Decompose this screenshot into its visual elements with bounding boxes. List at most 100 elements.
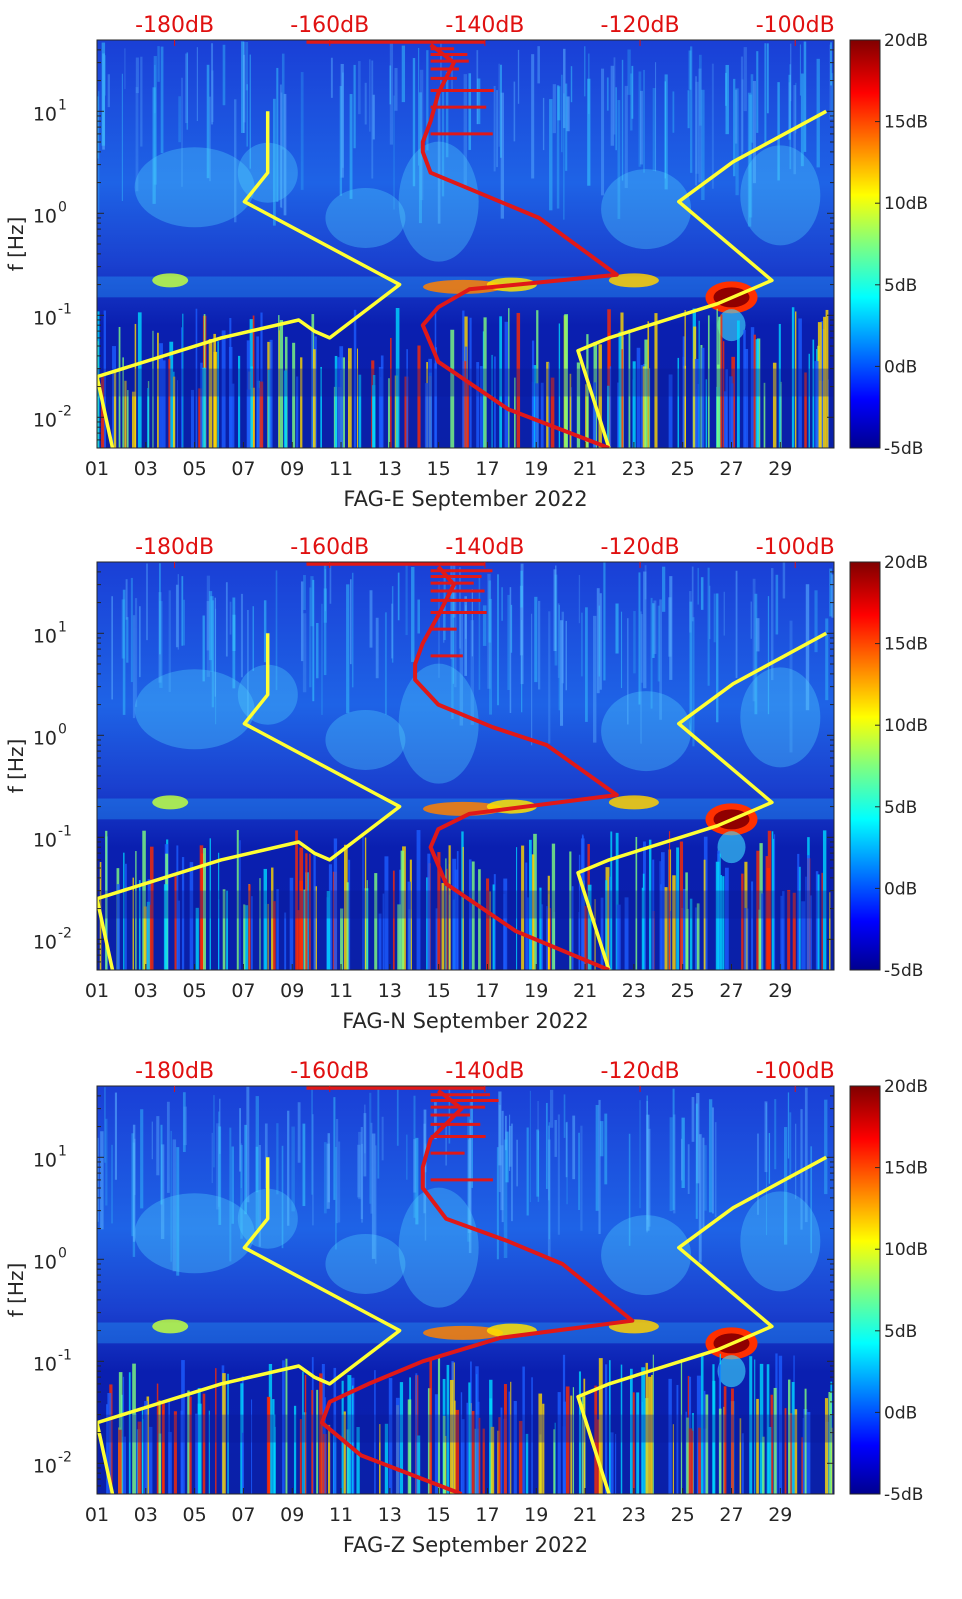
transient-bar: [817, 874, 820, 970]
x-tick-label: 01: [85, 980, 109, 1002]
transient-bar: [397, 904, 401, 970]
transient-bar: [475, 1366, 479, 1494]
transient-bar: [321, 1364, 325, 1494]
transient-bar: [516, 312, 521, 448]
transient-bar: [668, 374, 673, 448]
transient-bar: [723, 1386, 727, 1494]
texture-streak: [477, 78, 481, 125]
transient-bar: [267, 1397, 271, 1494]
transient-bar: [126, 390, 129, 448]
transient-bar: [428, 358, 432, 448]
texture-streak: [563, 48, 566, 129]
transient-bar: [134, 323, 137, 448]
transient-bar: [641, 1367, 646, 1494]
transient-bar: [569, 373, 572, 448]
texture-streak: [158, 592, 162, 683]
texture-streak: [516, 1139, 518, 1187]
transient-bar: [701, 347, 705, 448]
transient-bar: [784, 1408, 787, 1494]
transient-bar: [516, 847, 518, 970]
texture-streak: [713, 593, 716, 643]
transient-bar: [782, 891, 785, 970]
top-axis-label: -160dB: [290, 13, 369, 38]
texture-streak: [578, 1132, 580, 1210]
transient-bar: [607, 385, 610, 448]
texture-streak: [530, 613, 533, 746]
transient-bar: [122, 1376, 125, 1494]
high-noise-model-line: [576, 1155, 828, 1494]
y-tick-exponent: 0: [58, 1245, 67, 1261]
transient-bar: [189, 862, 194, 970]
energy-cloud: [601, 691, 692, 772]
transient-bar: [788, 1413, 793, 1494]
transient-bar: [244, 905, 249, 970]
top-axis-label: -120dB: [601, 535, 680, 560]
texture-streak: [723, 591, 725, 636]
texture-streak: [647, 1128, 651, 1227]
texture-streak: [159, 601, 163, 688]
texture-streak: [375, 1145, 377, 1264]
transient-bar: [761, 893, 764, 970]
transient-bar: [753, 334, 756, 448]
transient-bar: [768, 1426, 772, 1494]
transient-bar: [652, 859, 655, 970]
transient-bar: [284, 912, 287, 970]
texture-streak: [335, 1147, 337, 1250]
transient-bar: [250, 896, 253, 970]
texture-streak: [496, 1147, 499, 1260]
x-tick-label: 29: [768, 980, 792, 1002]
texture-streak: [396, 1087, 399, 1146]
transient-bar: [208, 339, 213, 448]
texture-streak: [497, 574, 499, 706]
texture-streak: [624, 85, 628, 188]
texture-streak: [363, 1113, 367, 1177]
transient-bar: [468, 859, 472, 970]
transient-bar: [778, 323, 781, 448]
y-tick-base: 10: [33, 829, 57, 851]
texture-streak: [621, 59, 624, 181]
transient-bar: [400, 850, 405, 970]
transient-bar: [546, 361, 550, 448]
texture-streak: [369, 59, 371, 132]
x-tick-label: 01: [85, 458, 109, 480]
transient-bar: [455, 1409, 460, 1494]
transient-bar: [189, 1396, 192, 1494]
transient-bar: [533, 833, 537, 970]
x-tick-label: 07: [231, 458, 255, 480]
texture-streak: [646, 1095, 648, 1220]
transient-bar: [273, 901, 276, 970]
texture-streak: [549, 99, 553, 211]
transient-bar: [256, 336, 259, 448]
transient-bar: [707, 315, 710, 448]
transient-bar: [817, 322, 822, 448]
transient-bar: [578, 1371, 581, 1494]
transient-bar: [498, 1417, 501, 1494]
transient-bar: [324, 1397, 326, 1494]
texture-streak: [244, 1124, 247, 1215]
transient-bar: [237, 355, 241, 448]
transient-bar: [793, 1409, 798, 1494]
transient-bar: [200, 362, 203, 448]
transient-bar: [808, 353, 810, 448]
transient-bar: [780, 895, 783, 970]
transient-bar: [610, 1432, 614, 1494]
transient-bar: [435, 908, 438, 970]
texture-streak: [151, 1121, 153, 1160]
top-axis-label: -180dB: [135, 13, 214, 38]
texture-streak: [211, 43, 214, 125]
texture-streak: [452, 581, 455, 684]
texture-streak: [572, 1115, 576, 1180]
transient-bar: [661, 852, 665, 970]
transient-bar: [416, 830, 421, 970]
transient-bar: [356, 1427, 360, 1494]
transient-bar: [231, 383, 235, 448]
transient-bar: [792, 892, 796, 970]
texture-streak: [691, 1097, 695, 1142]
texture-streak: [570, 66, 573, 103]
transient-bar: [660, 884, 662, 970]
transient-bar: [103, 310, 106, 448]
transient-bar: [316, 1389, 319, 1494]
texture-streak: [160, 46, 164, 154]
texture-streak: [401, 45, 406, 103]
